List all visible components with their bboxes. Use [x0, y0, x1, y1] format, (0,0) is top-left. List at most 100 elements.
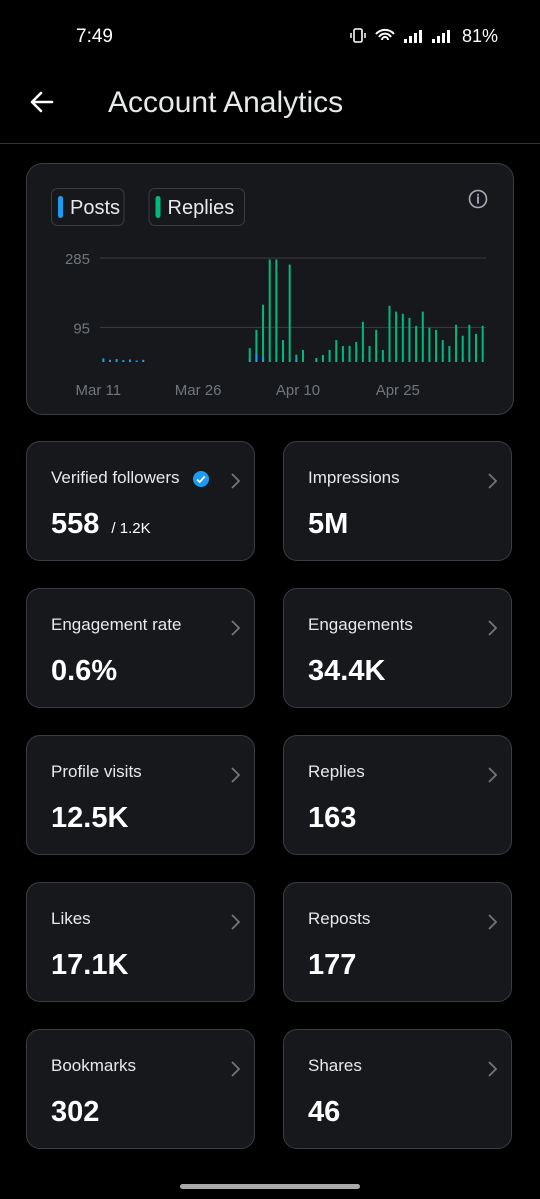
metric-value: 0.6% [51, 655, 117, 688]
chevron-glyph [231, 620, 241, 636]
chevron-glyph [231, 767, 241, 783]
status-icons [350, 28, 450, 43]
metric-label: Bookmarks [51, 1056, 137, 1075]
legend-swatch [58, 196, 63, 218]
bar [348, 345, 351, 362]
bar [321, 355, 324, 362]
bar [335, 340, 338, 362]
metric-number: 302 [51, 1096, 100, 1128]
bar [295, 359, 298, 362]
bar [248, 348, 251, 362]
bar [282, 340, 285, 362]
metric-card[interactable]: Shares 46 [283, 1029, 512, 1149]
metric-number: 17.1K [51, 949, 129, 981]
info-icon[interactable] [468, 189, 488, 209]
chevron [231, 473, 241, 489]
bar [461, 335, 464, 362]
metric-card[interactable]: Impressions 5M [283, 441, 512, 561]
bar [115, 359, 118, 362]
chevron-glyph [231, 914, 241, 930]
x-tick-label: Apr 10 [276, 382, 320, 399]
bar [481, 325, 484, 362]
bar [128, 359, 131, 362]
x-tick-label: Mar 26 [175, 382, 222, 399]
metric-card[interactable]: Verified followers 558 / 1.2K [26, 441, 255, 561]
chevron [231, 914, 241, 930]
metric-label: Profile visits [51, 762, 142, 781]
metric-value: 12.5K [51, 802, 128, 835]
metric-card[interactable]: Profile visits 12.5K [26, 735, 255, 855]
bar [275, 259, 278, 362]
metric-value: 302 [51, 1096, 99, 1129]
status-time: 7:49 [76, 26, 113, 47]
metric-label: Likes [51, 909, 91, 928]
metric-number: 5M [308, 508, 349, 540]
bar [341, 345, 344, 362]
metric-card[interactable]: Likes 17.1K [26, 882, 255, 1002]
metric-value: 46 [308, 1096, 340, 1129]
metric-value: 177 [308, 949, 356, 982]
bar [388, 305, 391, 362]
bar [415, 325, 418, 362]
legend-item [51, 188, 125, 226]
y-tick-label: 95 [73, 320, 90, 337]
bar [135, 360, 138, 362]
chevron-glyph [488, 767, 498, 783]
legend-swatch [155, 196, 161, 218]
bar [328, 349, 331, 362]
chevron-glyph [488, 473, 498, 489]
bar [262, 357, 265, 362]
metric-value: 163 [308, 802, 356, 835]
chevron-glyph [231, 473, 241, 489]
bar [315, 357, 318, 362]
chevron-glyph [488, 1061, 498, 1077]
x-tick-label: Apr 25 [376, 382, 420, 399]
metric-sub: / 1.2K [111, 520, 151, 537]
metric-number: 177 [308, 949, 357, 981]
bar [355, 341, 358, 362]
metric-card[interactable]: Bookmarks 302 [26, 1029, 255, 1149]
bar [375, 329, 378, 362]
divider [0, 143, 540, 144]
bar [142, 359, 145, 362]
badge-circle [193, 471, 209, 487]
chevron [488, 1061, 498, 1077]
bar [408, 317, 411, 362]
metric-number: 0.6% [51, 655, 118, 687]
chevron [488, 767, 498, 783]
bar [262, 304, 265, 362]
bar [395, 311, 398, 362]
metric-number: 34.4K [308, 655, 386, 687]
bar [448, 345, 451, 362]
metric-card[interactable]: Replies 163 [283, 735, 512, 855]
metric-card[interactable]: Engagements 34.4K [283, 588, 512, 708]
legend-label: Replies [168, 197, 235, 219]
metric-number: 12.5K [51, 802, 129, 834]
chevron [231, 620, 241, 636]
bar [401, 313, 404, 362]
metric-label: Engagements [308, 615, 413, 634]
bar [248, 359, 251, 362]
metric-label: Impressions [308, 468, 400, 487]
metric-card[interactable]: Reposts 177 [283, 882, 512, 1002]
bar [421, 311, 424, 362]
legend-item [148, 188, 245, 226]
chevron [488, 473, 498, 489]
bar [381, 349, 384, 362]
badge-check [196, 475, 206, 484]
metric-card[interactable]: Engagement rate 0.6% [26, 588, 255, 708]
metric-value: 558 / 1.2K [51, 508, 151, 541]
bar [255, 353, 258, 362]
chevron-glyph [488, 914, 498, 930]
metric-number: 46 [308, 1096, 341, 1128]
bar [108, 359, 111, 362]
metric-label: Reposts [308, 909, 371, 928]
metric-label: Engagement rate [51, 615, 182, 634]
chevron-glyph [488, 620, 498, 636]
bar [475, 333, 478, 362]
back-button[interactable] [28, 88, 58, 118]
metric-value: 17.1K [51, 949, 128, 982]
chevron-glyph [231, 1061, 241, 1077]
bar [295, 354, 298, 362]
